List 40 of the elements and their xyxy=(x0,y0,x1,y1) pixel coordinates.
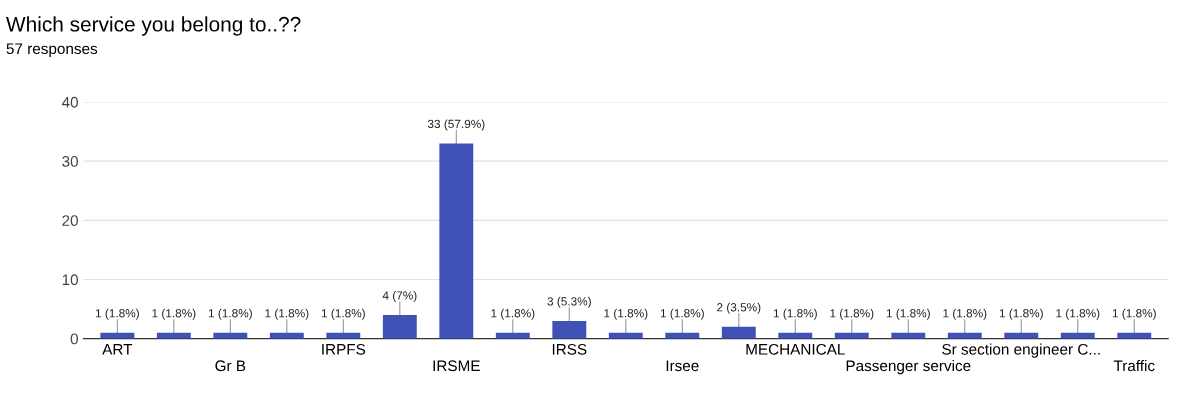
x-tick-label: IRSS xyxy=(552,343,587,355)
data-label: 1 (1.8%) xyxy=(321,308,365,320)
data-label: 1 (1.8%) xyxy=(95,308,139,320)
y-tick-label: 10 xyxy=(62,274,78,286)
x-tick-label: Gr B xyxy=(215,360,246,372)
y-tick-label: 40 xyxy=(61,96,78,108)
data-label: 1 (1.8%) xyxy=(152,308,196,320)
data-label: 1 (1.8%) xyxy=(943,308,987,320)
x-tick-label: Traffic xyxy=(1113,359,1155,372)
data-label: 1 (1.8%) xyxy=(265,308,309,320)
data-label: 1 (1.8%) xyxy=(660,308,704,320)
x-tick-label: Sr section engineer C... xyxy=(942,343,1100,358)
bar xyxy=(721,326,756,339)
data-label: 1 (1.8%) xyxy=(886,308,930,320)
x-tick-label: MECHANICAL xyxy=(746,343,845,355)
y-tick-label: 0 xyxy=(70,333,78,345)
x-tick-label: ART xyxy=(102,344,133,355)
data-label: 4 (7%) xyxy=(382,290,417,302)
x-tick-label: Passenger service xyxy=(846,359,971,375)
data-label: 3 (5.3%) xyxy=(547,296,591,308)
data-label: 2 (3.5%) xyxy=(717,302,761,314)
y-tick-label: 30 xyxy=(62,156,78,167)
data-label: 1 (1.8%) xyxy=(1112,308,1156,320)
data-label: 1 (1.8%) xyxy=(999,308,1043,320)
bar xyxy=(552,320,587,339)
data-label: 1 (1.8%) xyxy=(773,308,817,320)
data-label: 1 (1.8%) xyxy=(830,308,874,320)
data-label: 33 (57.9%) xyxy=(427,119,485,131)
data-label: 1 (1.8%) xyxy=(1056,308,1100,320)
data-label: 1 (1.8%) xyxy=(604,308,648,320)
y-tick-label: 20 xyxy=(62,215,78,227)
data-label: 1 (1.8%) xyxy=(491,308,535,320)
bar xyxy=(439,143,474,339)
x-tick-label: Irsee xyxy=(666,360,699,372)
bar xyxy=(382,314,417,339)
x-tick-label: IRPFS xyxy=(322,343,366,355)
data-label: 1 (1.8%) xyxy=(208,308,252,320)
chart-title: Which service you belong to..?? xyxy=(6,16,301,36)
x-tick-label: IRSME xyxy=(433,360,480,372)
chart-subtitle: 57 responses xyxy=(6,43,98,58)
